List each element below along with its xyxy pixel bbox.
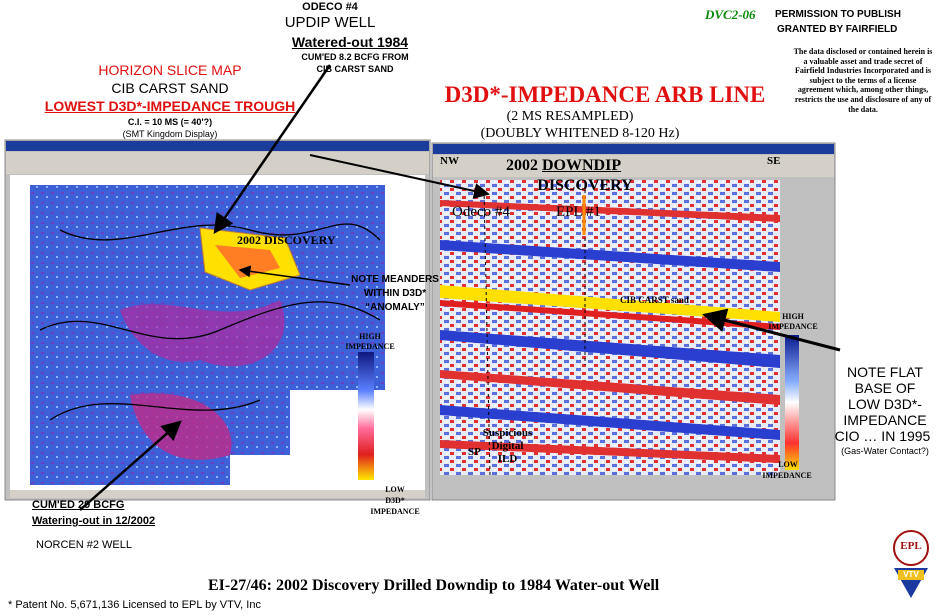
text: NOTE FLAT bbox=[847, 364, 923, 380]
text: 2002 DISCOVERY bbox=[237, 233, 336, 247]
text: NORCEN #2 WELL bbox=[36, 539, 132, 551]
text: DOWNDIP bbox=[542, 157, 622, 174]
text: Watered-out 1984 bbox=[291, 34, 409, 50]
text: LOW D3D*- bbox=[848, 396, 922, 412]
text: HIGH bbox=[359, 332, 381, 341]
text: (DOUBLY WHITENED 8-120 Hz) bbox=[480, 126, 680, 141]
text: WITHIN D3D* bbox=[363, 288, 427, 299]
text: HIGH bbox=[782, 312, 804, 321]
text: CIO … IN 1995 bbox=[834, 428, 931, 444]
text: D3D*-IMPEDANCE ARB LINE bbox=[444, 82, 766, 107]
text: IMPEDANCE bbox=[843, 412, 927, 428]
text: Watering-out in 12/2002 bbox=[32, 515, 156, 527]
text: EI-27/46: 2002 Discovery Drilled Downdip… bbox=[208, 577, 660, 594]
text: NW bbox=[440, 155, 459, 167]
text: NOTE MEANDERS bbox=[351, 274, 439, 285]
text: C.I. = 10 MS (= 40'?) bbox=[127, 117, 213, 127]
text: CUM'ED 29 BCFG bbox=[32, 499, 125, 511]
text: UPDIP WELL bbox=[284, 14, 376, 31]
text: 2002 DOWNDIP bbox=[506, 157, 622, 175]
text: DVC2-06 bbox=[705, 7, 756, 22]
text: CIB CARST SAND bbox=[111, 80, 229, 96]
text: ILD bbox=[497, 453, 518, 465]
logo: EPL bbox=[900, 540, 922, 552]
text: LOW bbox=[385, 485, 405, 494]
text: IMPEDANCE bbox=[345, 342, 395, 351]
text: HORIZON SLICE MAP bbox=[98, 62, 242, 78]
text: D3D* bbox=[385, 496, 405, 505]
text: (Gas-Water Contact?) bbox=[841, 446, 929, 456]
text: Digital bbox=[491, 440, 524, 452]
text: SP bbox=[468, 446, 481, 458]
text: PERMISSION TO PUBLISH bbox=[775, 9, 901, 20]
text: EPL #1 bbox=[556, 204, 601, 220]
text: BASE OF bbox=[854, 380, 916, 396]
text: 2002 bbox=[506, 157, 538, 174]
text: (SMT Kingdom Display) bbox=[122, 129, 218, 139]
text: DISCOVERY bbox=[537, 177, 633, 194]
text: IMPEDANCE bbox=[768, 322, 818, 331]
text: LOWEST D3D*-IMPEDANCE TROUGH bbox=[44, 98, 296, 114]
text: * Patent No. 5,671,136 Licensed to EPL b… bbox=[8, 599, 261, 611]
logo: VTV bbox=[903, 570, 919, 579]
text: CIB CARST sand bbox=[620, 295, 689, 305]
text: IMPEDANCE bbox=[370, 507, 420, 516]
text: CUM'ED 8.2 BCFG FROM bbox=[301, 52, 409, 62]
text: “ANOMALY” bbox=[365, 302, 425, 313]
text: LOW bbox=[778, 460, 798, 469]
text: (2 MS RESAMPLED) bbox=[506, 109, 634, 124]
text: CIB CARST SAND bbox=[316, 64, 394, 74]
text: Odeco #4 bbox=[452, 204, 510, 220]
text: The data disclosed or contained herein i… bbox=[793, 47, 933, 114]
text: IMPEDANCE bbox=[762, 471, 812, 480]
text: ODECO #4 bbox=[302, 1, 358, 13]
text: SE bbox=[767, 155, 781, 167]
text: Suspicious bbox=[482, 427, 533, 439]
text: GRANTED BY FAIRFIELD bbox=[777, 24, 898, 35]
